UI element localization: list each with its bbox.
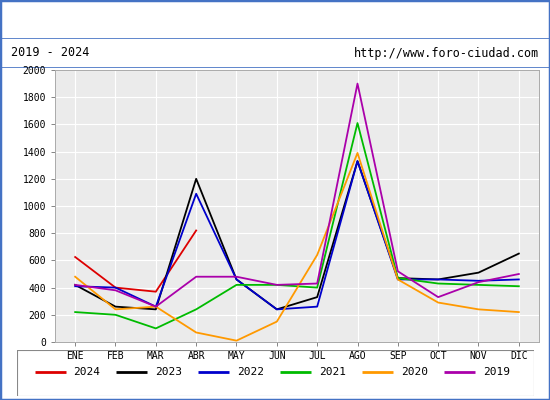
Text: 2019 - 2024: 2019 - 2024 — [11, 46, 89, 60]
Text: 2024: 2024 — [73, 367, 100, 377]
Text: 2023: 2023 — [155, 367, 182, 377]
Text: Evolucion Nº Turistas Nacionales en el municipio de Valle de la Serena: Evolucion Nº Turistas Nacionales en el m… — [13, 12, 537, 26]
Text: http://www.foro-ciudad.com: http://www.foro-ciudad.com — [354, 46, 539, 60]
Text: 2021: 2021 — [319, 367, 346, 377]
Text: 2019: 2019 — [483, 367, 510, 377]
Text: 2022: 2022 — [237, 367, 264, 377]
Text: 2020: 2020 — [401, 367, 428, 377]
